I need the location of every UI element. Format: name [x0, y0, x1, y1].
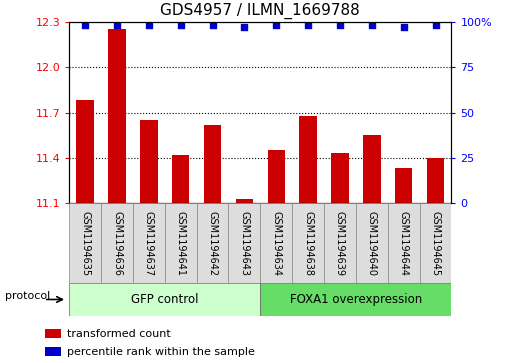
- Bar: [133, 203, 165, 283]
- Text: transformed count: transformed count: [67, 329, 171, 339]
- Title: GDS4957 / ILMN_1669788: GDS4957 / ILMN_1669788: [161, 3, 360, 19]
- Point: [431, 23, 440, 28]
- Text: GSM1194642: GSM1194642: [208, 211, 218, 276]
- Text: GSM1194645: GSM1194645: [430, 211, 441, 276]
- Point: [400, 24, 408, 30]
- Text: GFP control: GFP control: [131, 293, 199, 306]
- Text: GSM1194644: GSM1194644: [399, 211, 409, 276]
- Bar: [108, 29, 126, 203]
- Text: GSM1194641: GSM1194641: [176, 211, 186, 276]
- Text: percentile rank within the sample: percentile rank within the sample: [67, 347, 255, 357]
- Bar: [69, 203, 101, 283]
- Text: GSM1194640: GSM1194640: [367, 211, 377, 276]
- Text: protocol: protocol: [5, 291, 50, 301]
- Point: [145, 23, 153, 28]
- Bar: [261, 203, 292, 283]
- Text: GSM1194634: GSM1194634: [271, 211, 281, 276]
- Bar: [292, 203, 324, 283]
- Text: GSM1194639: GSM1194639: [335, 211, 345, 276]
- Point: [368, 23, 376, 28]
- Bar: [45, 347, 61, 356]
- Bar: [69, 283, 261, 316]
- Bar: [261, 283, 451, 316]
- Bar: [356, 203, 388, 283]
- Point: [304, 23, 312, 28]
- Bar: [140, 120, 157, 203]
- Bar: [172, 155, 189, 203]
- Bar: [300, 115, 317, 203]
- Text: GSM1194636: GSM1194636: [112, 211, 122, 276]
- Point: [176, 23, 185, 28]
- Bar: [235, 199, 253, 203]
- Point: [113, 23, 121, 28]
- Bar: [427, 158, 444, 203]
- Point: [336, 23, 344, 28]
- Bar: [395, 168, 412, 203]
- Point: [81, 23, 89, 28]
- Bar: [101, 203, 133, 283]
- Text: GSM1194637: GSM1194637: [144, 211, 154, 276]
- Bar: [388, 203, 420, 283]
- Text: GSM1194635: GSM1194635: [80, 211, 90, 276]
- Bar: [76, 101, 94, 203]
- Text: GSM1194638: GSM1194638: [303, 211, 313, 276]
- Bar: [228, 203, 261, 283]
- Point: [208, 23, 216, 28]
- Text: FOXA1 overexpression: FOXA1 overexpression: [290, 293, 422, 306]
- Bar: [420, 203, 451, 283]
- Bar: [196, 203, 228, 283]
- Bar: [165, 203, 196, 283]
- Bar: [204, 125, 221, 203]
- Point: [240, 24, 248, 30]
- Bar: [331, 154, 349, 203]
- Text: GSM1194643: GSM1194643: [240, 211, 249, 276]
- Bar: [267, 150, 285, 203]
- Bar: [324, 203, 356, 283]
- Point: [272, 23, 281, 28]
- Bar: [45, 329, 61, 338]
- Bar: [363, 135, 381, 203]
